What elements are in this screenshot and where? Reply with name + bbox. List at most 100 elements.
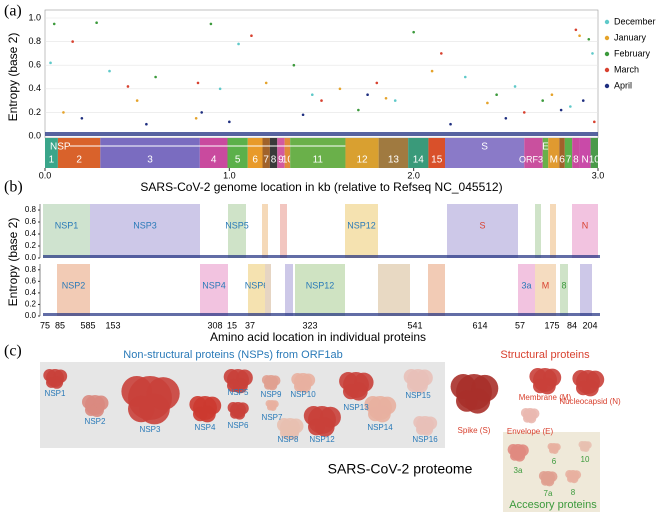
protein-region [265,264,271,316]
protein-region [550,204,556,258]
region-label: NSP6 [245,280,269,290]
x-tick-label: 204 [582,320,597,330]
region-label: 3a [521,280,531,290]
data-point [504,117,508,120]
protein-structure [368,406,383,422]
protein-region [200,264,228,316]
region-label: NSP5 [225,220,249,230]
segment-label: 14 [413,155,425,166]
y-tick-label: 0.6 [25,217,37,226]
x-tick-label: 1.0 [223,170,236,180]
protein-region [57,264,90,316]
protein-structure [308,418,325,436]
data-point [357,108,360,112]
data-point [569,105,572,108]
x-tick-label: 614 [472,320,487,330]
x-tick-label: 175 [544,320,559,330]
data-point [301,113,305,117]
genome-segment [269,138,278,168]
data-point [513,85,517,88]
data-point [550,93,554,96]
protein-structure [267,404,273,411]
y-tick-label: 0.0 [25,311,37,320]
protein-structure [230,409,240,419]
y-axis-label: Entropy (base 2) [6,33,20,122]
segment-label: 7 [263,155,269,166]
genome-segment [445,138,525,168]
region-label: NSP12 [347,220,376,230]
y-tick-label: 0.8 [25,265,37,274]
y-tick-label: 0.2 [25,241,37,250]
region-label: N [582,220,589,230]
nsp-label: NSP2 [85,417,106,426]
protein-structure [193,406,208,422]
data-point [559,108,563,112]
region-label: M [542,280,550,290]
protein-structure [128,395,155,423]
protein-region [580,264,592,316]
nsp-label: NSP3 [140,425,161,434]
y-tick-label: 0.4 [28,83,41,93]
segment-label: 8 [573,155,579,166]
data-point [384,96,388,100]
data-point [463,75,467,79]
data-point [71,40,74,43]
data-point [449,122,452,126]
accessory-label: 8 [571,488,576,497]
protein-structure [533,378,548,394]
data-point [578,34,581,37]
nsp-label: NSP10 [290,390,316,399]
segment-label: 15 [431,155,443,166]
data-point [228,120,231,124]
data-point [320,99,323,102]
nsp-label: NSP4 [195,423,216,432]
x-axis-label: SARS-CoV-2 genome location in kb (relati… [140,180,502,194]
genome-segment [378,138,409,168]
genome-segment [428,138,446,168]
region-label: NSP4 [202,280,226,290]
protein-region [518,264,535,316]
x-tick-label: 84 [567,320,577,330]
protein-region [345,204,378,258]
segment-label: 11 [313,155,324,166]
genome-segment [564,138,573,168]
nsp-label: NSP12 [309,435,335,444]
data-point [591,52,594,55]
protein-structure [541,477,550,486]
nsp-label: NSP14 [367,423,393,432]
proteome-title: SARS-CoV-2 proteome [328,461,473,477]
protein-region [262,204,268,258]
legend-marker [604,51,610,57]
region-label: NSP3 [133,220,157,230]
region-label: 8 [561,280,566,290]
genome-segment [559,138,565,168]
data-point [375,81,379,85]
segment-label: 3 [147,155,153,166]
dense-baseline [43,255,600,258]
data-point [200,111,203,114]
protein-region [447,204,518,258]
data-point [218,87,222,91]
data-point [366,93,369,96]
protein-structure [523,414,532,423]
protein-structure [343,383,359,400]
data-point [126,85,130,88]
data-point [522,111,526,114]
protein-region [535,264,556,316]
structural-label: Spike (S) [458,426,491,435]
data-point [194,117,198,120]
data-point [135,99,139,102]
nsp-label: NSP15 [405,391,431,400]
data-point [574,28,578,32]
segment-label: 6 [252,155,258,166]
y-tick-label: 0.8 [28,36,41,46]
legend-marker [604,83,610,89]
y-tick-label: 0.2 [28,107,41,117]
nsp-label: NSP16 [412,435,438,444]
data-point [154,75,157,79]
plot-frame [44,9,599,139]
data-point [95,21,98,25]
genome-segment [590,138,598,168]
genome-segment [408,138,429,168]
